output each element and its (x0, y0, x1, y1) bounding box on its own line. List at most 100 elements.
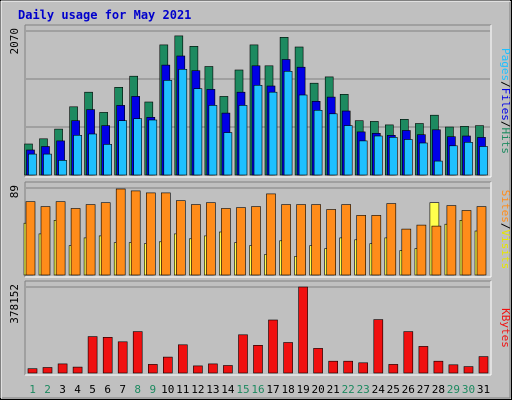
bar-kbytes (298, 286, 308, 374)
x-tick-label: 2 (44, 383, 51, 396)
bar-kbytes (313, 348, 323, 374)
bar-kbytes (253, 344, 263, 374)
bar-sites (266, 193, 276, 276)
bar-sites (281, 204, 291, 276)
bar-kbytes (388, 364, 399, 374)
x-tick-label: 19 (296, 383, 309, 396)
x-tick-label: 21 (327, 383, 340, 396)
bar-sites (115, 188, 126, 276)
bar-sites (221, 208, 231, 276)
x-tick-label: 27 (417, 383, 430, 396)
bar-kbytes (148, 364, 158, 374)
bar-sites (416, 224, 427, 276)
bar-pages (268, 91, 278, 176)
bar-pages (253, 85, 263, 176)
bar-pages (193, 88, 203, 176)
bar-kbytes (42, 367, 53, 374)
bar-pages (343, 125, 353, 176)
bar-kbytes (27, 368, 38, 374)
x-tick-label: 20 (311, 383, 324, 396)
x-tick-label: 13 (206, 383, 219, 396)
bar-pages (313, 110, 323, 176)
bar-pages (118, 120, 127, 176)
bar-pages (328, 113, 338, 176)
bar-sites (326, 209, 337, 276)
x-tick-label: 22 (342, 383, 355, 396)
bar-sites (191, 204, 201, 276)
side-series-label: Sites/Visits (499, 190, 512, 270)
side-series-label: Pages/Files/Hits (499, 48, 512, 154)
bar-sites (206, 202, 216, 276)
x-tick-label: 16 (251, 383, 264, 396)
bar-sites (176, 200, 186, 276)
x-tick-label: 10 (161, 383, 174, 396)
bar-pages (388, 137, 398, 176)
bar-pages (449, 145, 458, 176)
side-series-label: KBytes (499, 308, 512, 348)
bar-sites (401, 228, 412, 276)
bar-pages (103, 144, 112, 176)
bar-sites (371, 215, 382, 276)
bar-kbytes (283, 342, 293, 374)
x-tick-label: 4 (74, 383, 81, 396)
bar-kbytes (102, 336, 113, 374)
y-max-label: 89 (8, 185, 21, 198)
bar-kbytes (373, 319, 384, 374)
bar-pages (479, 146, 488, 176)
bar-pages (238, 105, 248, 176)
bar-kbytes (433, 360, 444, 374)
bar-kbytes (268, 319, 278, 374)
side-label-pages: Pages (499, 48, 512, 81)
bar-sites (100, 202, 111, 276)
bar-kbytes (57, 363, 68, 374)
bar-kbytes (343, 360, 354, 374)
bar-pages (358, 140, 368, 176)
bar-pages (28, 153, 37, 176)
bar-sites (341, 204, 352, 276)
bar-kbytes (358, 362, 369, 374)
bar-kbytes (418, 346, 429, 374)
bar-pages (223, 132, 233, 176)
bar-pages (373, 135, 383, 176)
bar-sites (130, 190, 141, 276)
bar-sites (70, 208, 81, 276)
x-tick-label: 29 (447, 383, 460, 396)
bar-pages (163, 80, 173, 176)
bar-pages (434, 160, 443, 176)
x-axis-labels: 1 2 3 4 5 6 7 8 9 10 11 12 13 14 15 16 17 18 19 20 21 22 23 24 2… (29, 383, 490, 396)
y-max-label: 378152 (8, 284, 21, 324)
x-tick-label: 14 (221, 383, 235, 396)
bar-sites (431, 225, 442, 276)
bar-sites (40, 206, 51, 276)
bar-kbytes (208, 363, 218, 374)
bar-kbytes (178, 344, 188, 374)
side-label-separator: / (499, 223, 512, 230)
bar-kbytes (448, 364, 459, 374)
bar-pages (464, 142, 473, 176)
bar-sites (356, 215, 367, 276)
bar-pages (419, 142, 428, 176)
bar-kbytes (163, 356, 173, 374)
x-tick-label: 8 (134, 383, 141, 396)
bar-kbytes (238, 334, 248, 374)
side-label-separator: / (499, 81, 512, 88)
x-tick-label: 12 (191, 383, 204, 396)
bar-kbytes (478, 356, 489, 374)
bar-sites (146, 192, 156, 276)
bar-pages (283, 71, 293, 176)
x-tick-label: 5 (89, 383, 96, 396)
x-tick-label: 6 (104, 383, 111, 396)
x-tick-label: 28 (432, 383, 445, 396)
bar-pages (88, 133, 97, 176)
bar-sites (55, 201, 66, 276)
side-label-files: Files (499, 88, 512, 121)
panel-kbytes: 378152 KBytes (8, 280, 512, 376)
bar-sites (476, 206, 487, 276)
bar-pages (133, 118, 142, 176)
bar-kbytes (117, 341, 128, 374)
bar-kbytes (132, 331, 143, 374)
